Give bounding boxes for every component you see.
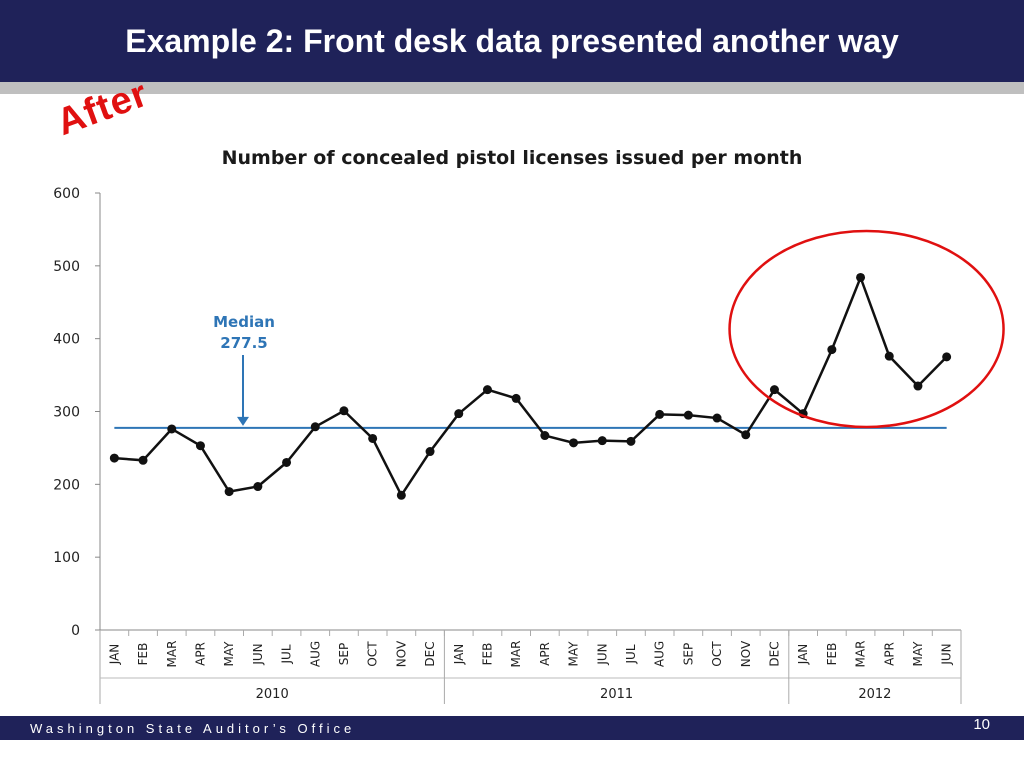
- y-tick-label: 500: [53, 259, 80, 275]
- x-tick-label: MAY: [911, 641, 925, 667]
- y-axis-ticks: 0 100 200 300 400 500 600: [53, 186, 100, 639]
- x-tick-label: AUG: [308, 641, 322, 667]
- x-tick-label: DEC: [767, 641, 781, 666]
- data-point: [569, 438, 579, 448]
- x-tick-label: MAR: [854, 641, 868, 668]
- y-tick-label: 400: [53, 332, 80, 348]
- x-tick-label: MAY: [222, 641, 236, 667]
- data-point: [454, 409, 464, 419]
- x-tick-label: JUN: [940, 643, 954, 665]
- data-point: [138, 455, 148, 465]
- year-label: 2011: [600, 687, 633, 702]
- data-point: [827, 345, 837, 355]
- y-tick-label: 100: [53, 550, 80, 566]
- data-point: [712, 413, 722, 423]
- highlight-circle: [728, 229, 1005, 429]
- x-tick-label: APR: [193, 642, 207, 666]
- data-series: [109, 272, 952, 500]
- x-tick-label: MAR: [509, 641, 523, 668]
- title-divider: [0, 82, 1024, 94]
- footer-office-name: Washington State Auditor’s Office: [30, 720, 356, 736]
- x-tick-label: JAN: [796, 644, 810, 666]
- data-point: [396, 490, 406, 500]
- median-group: Median 277.5: [114, 313, 947, 429]
- x-tick-label: DEC: [423, 641, 437, 666]
- data-point: [856, 272, 866, 282]
- data-point: [769, 385, 779, 395]
- slide-title-bar: Example 2: Front desk data presented ano…: [0, 0, 1024, 82]
- data-point: [109, 453, 119, 463]
- y-tick-label: 600: [53, 186, 80, 202]
- x-tick-label: JAN: [107, 644, 121, 666]
- data-point: [655, 409, 665, 419]
- data-point: [425, 447, 435, 457]
- slide-title: Example 2: Front desk data presented ano…: [125, 22, 899, 59]
- x-tick-label: JAN: [452, 644, 466, 666]
- chart-title: Number of concealed pistol licenses issu…: [221, 147, 803, 169]
- x-axis-categories: JAN FEB MAR APR MAY JUN JUL AUG SEP OCT NOV DEC JAN F…: [99, 630, 954, 668]
- data-point: [282, 457, 292, 467]
- x-tick-label: FEB: [136, 643, 150, 666]
- x-tick-label: FEB: [825, 643, 839, 666]
- median-label: Median: [213, 313, 275, 331]
- data-point: [741, 430, 751, 440]
- page-number: 10: [973, 716, 990, 733]
- x-tick-label: OCT: [366, 641, 380, 667]
- data-point: [597, 436, 607, 446]
- series-line: [114, 273, 948, 498]
- year-label: 2010: [256, 687, 289, 702]
- data-point: [540, 431, 550, 441]
- y-tick-label: 200: [53, 477, 80, 493]
- median-value-label: 277.5: [220, 334, 267, 352]
- x-tick-label: MAR: [165, 641, 179, 668]
- data-point: [511, 393, 521, 403]
- data-point: [884, 351, 894, 361]
- year-label: 2012: [858, 687, 891, 702]
- x-tick-label: JUL: [624, 644, 638, 664]
- line-chart: 0 100 200 300 400 500 600 JAN FEB MAR APR MAY JUN JU…: [53, 186, 1005, 704]
- data-point: [913, 381, 923, 391]
- data-point: [339, 406, 349, 416]
- x-tick-label: OCT: [710, 641, 724, 667]
- data-point: [482, 385, 492, 395]
- data-point: [942, 352, 952, 362]
- chart-annotations: [728, 229, 1005, 429]
- x-tick-label: JUL: [280, 644, 294, 664]
- data-point: [224, 487, 234, 497]
- chart-axes: [99, 193, 962, 704]
- data-point: [683, 410, 693, 420]
- data-point: [195, 441, 205, 451]
- x-tick-label: JUN: [595, 643, 609, 665]
- slide-footer: Washington State Auditor’s Office 10: [0, 716, 1024, 740]
- data-point: [626, 436, 636, 446]
- x-tick-label: NOV: [739, 640, 753, 667]
- x-tick-label: JUN: [251, 643, 265, 665]
- y-tick-label: 300: [53, 405, 80, 421]
- data-point: [253, 482, 263, 492]
- x-tick-label: FEB: [480, 643, 494, 666]
- y-tick-label: 0: [71, 623, 80, 639]
- data-point: [310, 422, 320, 432]
- x-tick-label: MAY: [567, 641, 581, 667]
- x-tick-label: NOV: [394, 640, 408, 667]
- data-point: [368, 433, 378, 443]
- median-arrow-head: [237, 416, 249, 426]
- x-tick-label: SEP: [681, 643, 695, 665]
- x-tick-label: SEP: [337, 643, 351, 665]
- x-tick-label: APR: [538, 642, 552, 666]
- x-tick-label: APR: [882, 642, 896, 666]
- x-axis-years: 2010 2011 2012: [256, 630, 891, 704]
- data-point: [167, 424, 177, 434]
- x-tick-label: AUG: [653, 641, 667, 667]
